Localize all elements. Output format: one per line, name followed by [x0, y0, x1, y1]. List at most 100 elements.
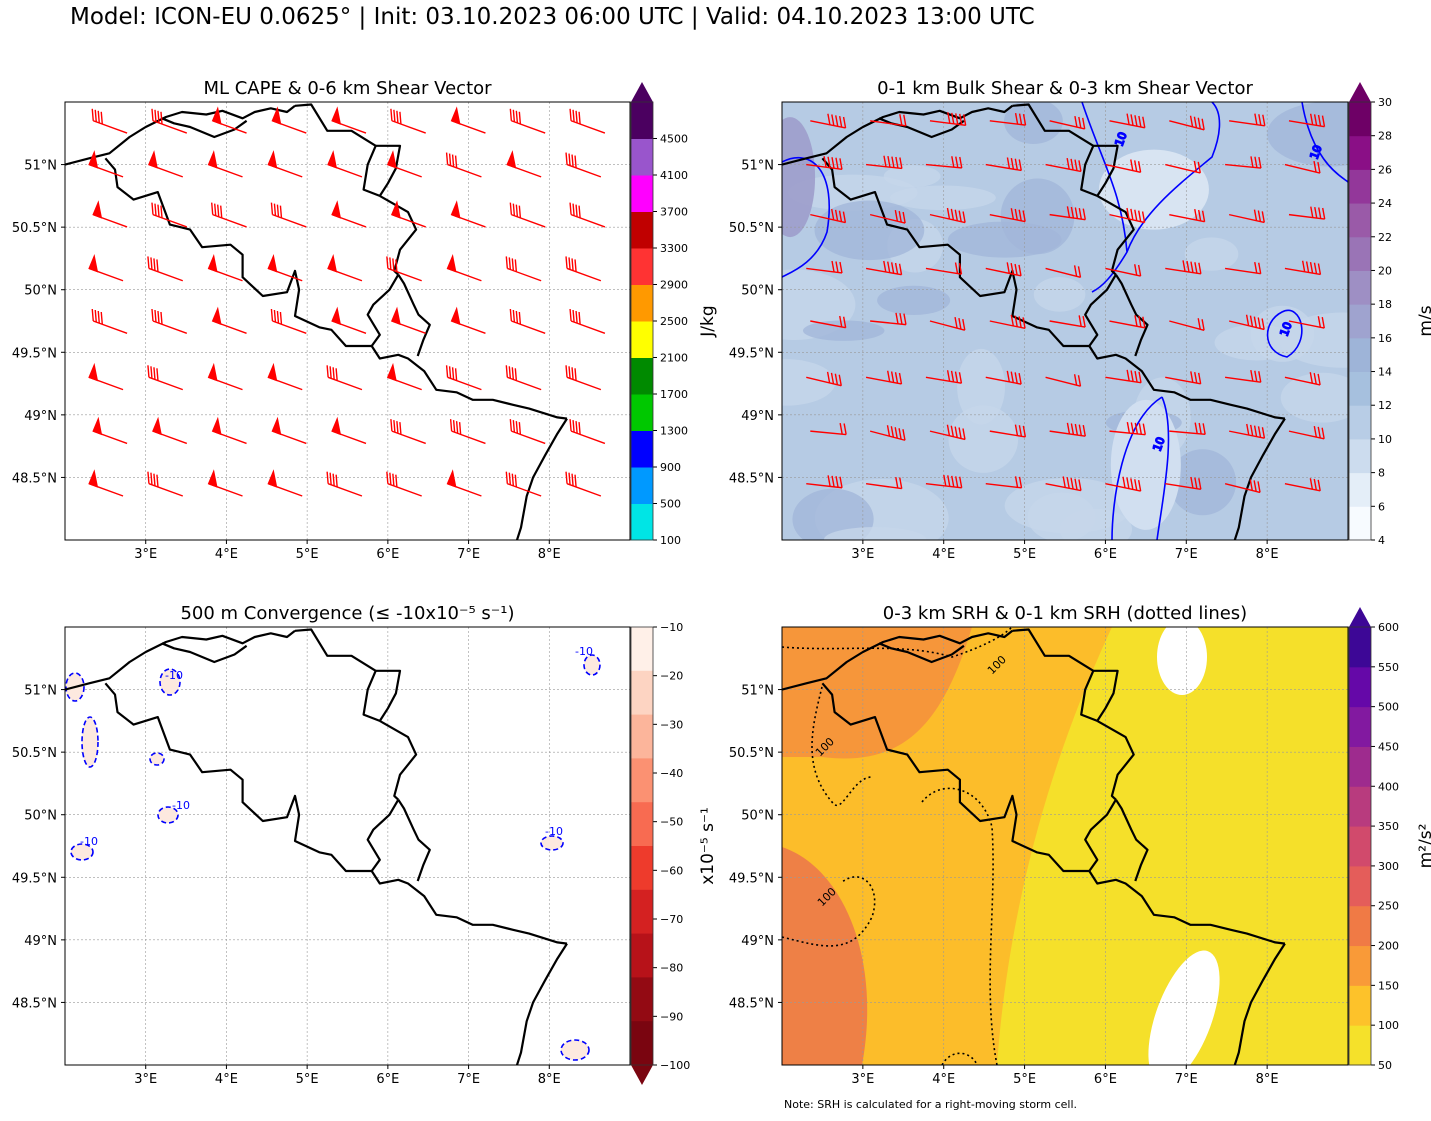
barb-feather	[399, 422, 402, 435]
x-tick-label: 6°E	[376, 1072, 399, 1087]
border-line	[294, 628, 381, 722]
barb-feather	[270, 308, 274, 322]
wind-barb	[390, 419, 426, 445]
barb-feather	[335, 368, 338, 381]
barb-feather	[1010, 314, 1014, 327]
barb-feather	[395, 474, 398, 487]
barb-feather	[508, 472, 512, 485]
barb-feather	[157, 310, 160, 324]
barb-feather	[1317, 426, 1321, 439]
wind-barb	[152, 416, 188, 445]
border-line	[1096, 719, 1135, 801]
barb-feather	[569, 419, 572, 432]
barb-feather	[1182, 260, 1186, 272]
barb-feather	[1077, 375, 1082, 387]
wind-barbs	[88, 106, 606, 497]
wind-barb	[509, 202, 546, 228]
wind-barb	[271, 106, 307, 134]
barb-feather	[568, 153, 571, 166]
barb-feather	[157, 204, 160, 217]
barb-feather	[572, 203, 575, 216]
colorbar-segment	[1349, 102, 1371, 137]
wind-barb	[1169, 115, 1205, 131]
x-tick-label: 7°E	[457, 1072, 480, 1087]
border-line	[65, 629, 296, 691]
wind-barb	[989, 113, 1027, 126]
wind-barb	[569, 419, 606, 445]
x-tick-label: 3°E	[134, 1072, 157, 1087]
barb-shaft	[1165, 267, 1201, 275]
barb-feather	[157, 110, 160, 123]
convergence-area	[70, 843, 94, 861]
panel-title-cape: ML CAPE & 0-6 km Shear Vector	[203, 78, 492, 99]
barb-shaft	[989, 430, 1026, 438]
border-line	[515, 418, 568, 540]
wind-barb	[870, 114, 907, 127]
barb-feather	[894, 372, 899, 384]
barb-feather	[1130, 370, 1134, 382]
barb-feather	[1194, 477, 1198, 489]
barb-feather	[827, 113, 831, 125]
colorbar-tick-label: −90	[660, 1010, 683, 1023]
barb-feather	[153, 367, 156, 380]
barb-feather	[270, 202, 274, 215]
shear-fill-high	[782, 117, 816, 238]
barb-feather	[574, 368, 577, 381]
contour-line	[1301, 102, 1348, 183]
barb-feather	[276, 204, 280, 217]
barb-feather	[895, 312, 899, 324]
wind-barb	[865, 260, 903, 276]
wind-barb	[1284, 161, 1321, 174]
border-line	[366, 799, 400, 872]
colorbar-segment	[1349, 865, 1371, 907]
barb-pennant	[152, 416, 162, 436]
barb-feather	[1138, 115, 1142, 128]
barb-shaft	[1225, 376, 1261, 383]
barb-feather	[326, 365, 329, 378]
barb-feather	[574, 474, 577, 487]
barb-feather	[1138, 315, 1142, 328]
colorbar-tick-label: 450	[1378, 740, 1399, 753]
barb-feather	[1078, 160, 1082, 172]
wind-barb	[92, 200, 128, 228]
srh-note: Note: SRH is calculated for a right-movi…	[784, 1098, 1078, 1111]
barb-feather	[894, 210, 899, 222]
wind-barb	[565, 365, 602, 391]
contour-label: 10	[1278, 320, 1295, 338]
border-line	[878, 117, 965, 139]
colorbar-segment	[1349, 236, 1371, 271]
shear-fill-patch	[802, 320, 885, 341]
barb-feather	[515, 204, 519, 217]
barb-feather	[887, 261, 891, 273]
wind-barb	[1228, 209, 1265, 224]
barb-shaft	[1045, 267, 1081, 279]
barb-shaft	[1105, 483, 1141, 492]
barb-feather	[1254, 370, 1258, 382]
barb-feather	[831, 157, 835, 169]
x-tick-label: 4°E	[932, 1072, 955, 1087]
x-tick-label: 4°E	[932, 547, 955, 562]
contour-label: 10	[1308, 143, 1325, 161]
barb-shaft	[570, 430, 606, 445]
barb-feather	[1134, 422, 1139, 435]
colorbar-segment	[1349, 506, 1371, 541]
barb-feather	[1197, 117, 1201, 129]
colorbar-tick-label: 12	[1378, 399, 1392, 412]
barb-feather	[1309, 372, 1313, 384]
wind-barb	[869, 210, 906, 224]
x-tick-label: 5°E	[296, 547, 319, 562]
srh-fill-high	[782, 847, 868, 1065]
barb-shaft	[806, 163, 843, 171]
colorbar-tick-label: 16	[1378, 332, 1392, 345]
wind-barb	[1288, 316, 1325, 329]
barb-feather	[838, 374, 842, 386]
border-line	[1114, 274, 1149, 357]
y-tick-label: 51°N	[741, 159, 774, 174]
barb-feather	[565, 256, 568, 269]
barb-shaft	[391, 120, 426, 134]
barb-feather	[842, 116, 847, 129]
contour-label: -10	[545, 825, 563, 838]
barb-feather	[100, 111, 103, 124]
barb-shaft	[810, 430, 847, 436]
barb-shaft	[1109, 120, 1145, 129]
